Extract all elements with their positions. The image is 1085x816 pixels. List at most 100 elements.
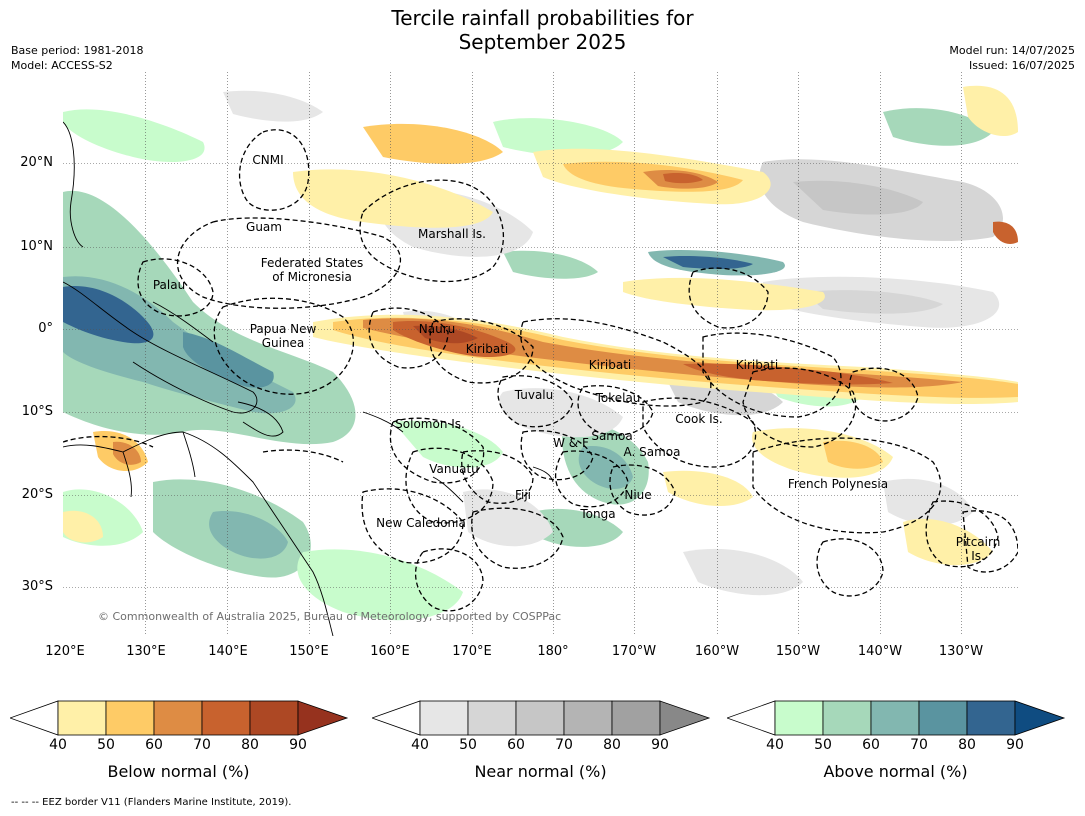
colorbar-near-tick-60: 60 (507, 737, 525, 753)
region-label-asamoa: A. Samoa (623, 445, 681, 459)
lon-label-140e: 140°E (208, 644, 248, 659)
colorbar-near-tick-50: 50 (459, 737, 477, 753)
colorbar-near-bin-0 (419, 700, 469, 736)
colorbar-below-bin-1 (105, 700, 155, 736)
colorbar-above-tick-80: 80 (958, 737, 976, 753)
colorbar-below-tick-40: 40 (49, 737, 67, 753)
map-svg (63, 72, 1018, 636)
colorbar-near-min-triangle (370, 700, 421, 736)
colorbar-near-tick-70: 70 (555, 737, 573, 753)
lat-label-20n: 20°N (20, 155, 53, 170)
colorbar-above-max-triangle (1014, 700, 1066, 736)
region-label-samoa: Samoa (591, 429, 633, 443)
colorbar-below-bin-2 (153, 700, 203, 736)
region-label-tonga: Tonga (580, 507, 616, 521)
lon-label-160e: 160°E (370, 644, 410, 659)
region-label-nauru: Nauru (418, 322, 456, 336)
meta-left: Base period: 1981-2018 Model: ACCESS-S2 (11, 43, 143, 73)
colorbar-below-normal (8, 700, 350, 736)
colorbar-above-svg (725, 700, 1066, 736)
map-title: Tercile rainfall probabilities for Septe… (0, 6, 1085, 54)
colorbar-below-bin-0 (57, 700, 107, 736)
colorbar-above-bin-0 (774, 700, 824, 736)
colorbar-below-tick-50: 50 (97, 737, 115, 753)
colorbar-near-svg (370, 700, 711, 736)
region-label-pitcairn-line1: Pitcairn (955, 535, 1001, 549)
colorbar-above-tick-90: 90 (1006, 737, 1024, 753)
region-label-new-caledonia: New Caledonia (376, 516, 466, 530)
colorbar-near-max-triangle (659, 700, 711, 736)
region-label-tokelau: Tokelau (595, 391, 641, 405)
lon-label-180: 180° (537, 644, 569, 659)
title-line-1: Tercile rainfall probabilities for (391, 6, 694, 30)
colorbar-above-tick-40: 40 (766, 737, 784, 753)
colorbar-above-min-triangle (725, 700, 776, 736)
region-label-tuvalu: Tuvalu (514, 388, 554, 402)
colorbar-near-bin-1 (467, 700, 517, 736)
region-label-cnmi: CNMI (252, 153, 284, 167)
lon-label-120e: 120°E (45, 644, 85, 659)
colorbar-near-tick-80: 80 (603, 737, 621, 753)
colorbar-below-label: Below normal (%) (107, 762, 250, 781)
lon-label-130w: 130°W (938, 644, 984, 659)
above-normal-patches (63, 108, 993, 621)
below-normal-patches (63, 85, 1018, 566)
region-label-kiribati-west: Kiribati (465, 342, 509, 356)
map-area (63, 72, 1018, 636)
colorbar-below-tick-90: 90 (289, 737, 307, 753)
region-label-guam: Guam (246, 220, 282, 234)
coastlines (63, 121, 554, 636)
lat-label-0: 0° (38, 321, 53, 336)
issued-date: Issued: 16/07/2025 (968, 59, 1075, 72)
colorbar-above-tick-50: 50 (814, 737, 832, 753)
lon-label-170w: 170°W (611, 644, 657, 659)
region-label-png-line1: Papua New (249, 322, 317, 336)
region-label-fiji: Fiji (514, 488, 532, 502)
colorbar-below-tick-70: 70 (193, 737, 211, 753)
colorbar-near-bin-4 (611, 700, 661, 736)
colorbar-above-bin-2 (870, 700, 920, 736)
colorbar-above-label: Above normal (%) (823, 762, 968, 781)
region-label-wf: W & F (553, 436, 589, 450)
region-label-solomon: Solomon Is. (395, 417, 465, 431)
colorbar-below-min-triangle (8, 700, 59, 736)
region-label-french-polynesia: French Polynesia (787, 477, 889, 491)
meta-right: Model run: 14/07/2025 Issued: 16/07/2025 (949, 43, 1075, 73)
colorbar-above-bin-3 (918, 700, 968, 736)
lon-label-150w: 150°W (775, 644, 821, 659)
region-label-png: Papua New Guinea (250, 322, 317, 350)
region-label-pitcairn: Pitcairn Is. (956, 535, 1001, 563)
colorbar-near-bin-2 (515, 700, 565, 736)
colorbar-near-normal (370, 700, 712, 736)
lon-label-160w: 160°W (694, 644, 740, 659)
lat-label-30s: 30°S (21, 579, 53, 594)
colorbar-below-bin-3 (201, 700, 251, 736)
region-label-fsm-line2: of Micronesia (272, 270, 352, 284)
graticule (63, 72, 1018, 636)
colorbar-above-tick-60: 60 (862, 737, 880, 753)
region-label-kiribati-east: Kiribati (735, 358, 779, 372)
lat-label-10s: 10°S (21, 404, 53, 419)
colorbar-near-tick-90: 90 (651, 737, 669, 753)
colorbar-above-bin-1 (822, 700, 872, 736)
lon-label-130e: 130°E (126, 644, 166, 659)
model-name: Model: ACCESS-S2 (11, 59, 113, 72)
region-label-palau: Palau (152, 278, 186, 292)
region-label-png-line2: Guinea (261, 336, 305, 350)
base-period: Base period: 1981-2018 (11, 44, 144, 57)
region-label-niue: Niue (624, 488, 652, 502)
title-line-2: September 2025 (458, 30, 627, 54)
copyright-notice: © Commonwealth of Australia 2025, Bureau… (98, 610, 562, 623)
region-label-fsm: Federated States of Micronesia (261, 256, 363, 284)
model-run: Model run: 14/07/2025 (949, 44, 1075, 57)
colorbar-above-tick-70: 70 (910, 737, 928, 753)
eez-footnote: -- -- -- EEZ border V11 (Flanders Marine… (11, 797, 292, 808)
lon-label-150e: 150°E (289, 644, 329, 659)
lat-label-20s: 20°S (21, 487, 53, 502)
region-label-kiribati-central: Kiribati (588, 358, 632, 372)
colorbar-near-label: Near normal (%) (474, 762, 607, 781)
region-label-pitcairn-line2: Is. (971, 549, 985, 563)
lon-label-140w: 140°W (857, 644, 903, 659)
colorbar-below-tick-60: 60 (145, 737, 163, 753)
colorbar-above-normal (725, 700, 1067, 736)
